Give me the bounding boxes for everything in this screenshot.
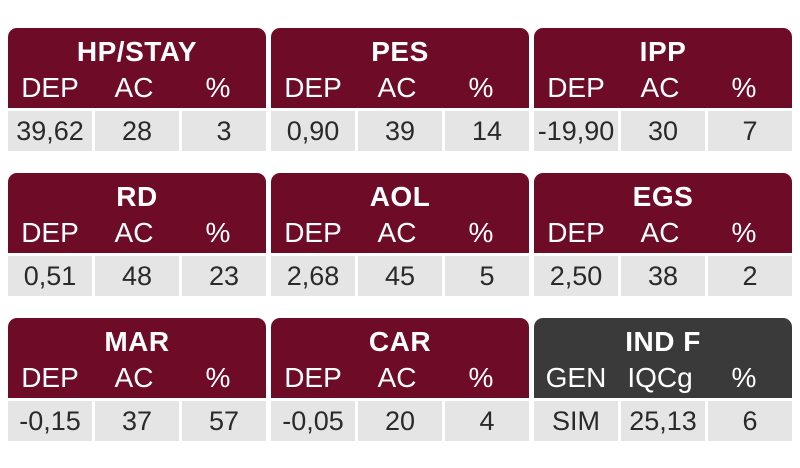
value-cell: 14 — [445, 111, 529, 151]
column-headers: DEP AC % — [8, 362, 266, 394]
value-cell: 57 — [182, 401, 266, 441]
value-cell: 5 — [445, 256, 529, 296]
value-cell: 7 — [708, 111, 792, 151]
col-header: AC — [114, 72, 154, 103]
col-header: AC — [640, 217, 680, 248]
col-header: IQCg — [627, 362, 693, 393]
card-ind-f: IND F GEN IQCg % SIM 25,13 6 — [534, 318, 792, 441]
value-cell: 39,62 — [8, 111, 92, 151]
value-cell: 0,51 — [8, 256, 92, 296]
col-header: % — [468, 362, 494, 393]
col-header: AC — [377, 217, 417, 248]
card-title: EGS — [632, 181, 694, 212]
card-aol: AOL DEP AC % 2,68 45 5 — [271, 173, 529, 296]
col-header: DEP — [21, 72, 79, 103]
value-row: 2,68 45 5 — [271, 256, 529, 296]
col-header: AC — [377, 362, 417, 393]
card-title: MAR — [104, 326, 170, 357]
value-row: 0,90 39 14 — [271, 111, 529, 151]
col-header: % — [468, 217, 494, 248]
value-cell: 48 — [95, 256, 179, 296]
value-cell: -19,90 — [534, 111, 618, 151]
col-header: % — [205, 217, 231, 248]
col-header: AC — [377, 72, 417, 103]
card-header: AOL DEP AC % — [271, 173, 529, 253]
column-headers: DEP AC % — [271, 72, 529, 104]
value-cell: 45 — [358, 256, 442, 296]
value-cell: 2,68 — [271, 256, 355, 296]
column-headers: DEP AC % — [8, 217, 266, 249]
column-headers: DEP AC % — [271, 217, 529, 249]
card-header: CAR DEP AC % — [271, 318, 529, 398]
value-cell: 6 — [708, 401, 792, 441]
value-row: -0,15 37 57 — [8, 401, 266, 441]
card-header: MAR DEP AC % — [8, 318, 266, 398]
card-header: PES DEP AC % — [271, 28, 529, 108]
column-headers: DEP AC % — [271, 362, 529, 394]
value-cell: 28 — [95, 111, 179, 151]
card-hp-stay: HP/STAY DEP AC % 39,62 28 3 — [8, 28, 266, 151]
value-cell: 2 — [708, 256, 792, 296]
card-header: EGS DEP AC % — [534, 173, 792, 253]
value-cell: 39 — [358, 111, 442, 151]
column-headers: DEP AC % — [534, 72, 792, 104]
column-headers: DEP AC % — [8, 72, 266, 104]
value-row: -0,05 20 4 — [271, 401, 529, 441]
col-header: % — [468, 72, 494, 103]
column-headers: GEN IQCg % — [534, 362, 792, 394]
card-header: RD DEP AC % — [8, 173, 266, 253]
value-row: -19,90 30 7 — [534, 111, 792, 151]
col-header: DEP — [547, 72, 605, 103]
card-title: PES — [371, 36, 429, 67]
value-row: SIM 25,13 6 — [534, 401, 792, 441]
card-title: AOL — [369, 181, 431, 212]
col-header: % — [731, 217, 757, 248]
col-header: AC — [114, 217, 154, 248]
value-row: 2,50 38 2 — [534, 256, 792, 296]
value-cell: 20 — [358, 401, 442, 441]
card-title: HP/STAY — [76, 36, 198, 67]
value-cell: 25,13 — [621, 401, 705, 441]
value-cell: -0,05 — [271, 401, 355, 441]
card-title: RD — [116, 181, 158, 212]
col-header: % — [731, 72, 757, 103]
col-header: DEP — [284, 72, 342, 103]
value-cell: -0,15 — [8, 401, 92, 441]
card-ipp: IPP DEP AC % -19,90 30 7 — [534, 28, 792, 151]
card-rd: RD DEP AC % 0,51 48 23 — [8, 173, 266, 296]
card-header: IND F GEN IQCg % — [534, 318, 792, 398]
value-cell: 37 — [95, 401, 179, 441]
col-header: % — [205, 362, 231, 393]
value-cell: SIM — [534, 401, 618, 441]
card-egs: EGS DEP AC % 2,50 38 2 — [534, 173, 792, 296]
value-cell: 4 — [445, 401, 529, 441]
col-header: % — [205, 72, 231, 103]
col-header: AC — [640, 72, 680, 103]
value-cell: 3 — [182, 111, 266, 151]
card-title: CAR — [368, 326, 432, 357]
value-row: 39,62 28 3 — [8, 111, 266, 151]
card-title: IND F — [625, 326, 701, 357]
value-row: 0,51 48 23 — [8, 256, 266, 296]
col-header: AC — [114, 362, 154, 393]
col-header: % — [731, 362, 757, 393]
card-pes: PES DEP AC % 0,90 39 14 — [271, 28, 529, 151]
col-header: DEP — [284, 217, 342, 248]
value-cell: 30 — [621, 111, 705, 151]
value-cell: 23 — [182, 256, 266, 296]
column-headers: DEP AC % — [534, 217, 792, 249]
card-title: IPP — [639, 36, 687, 67]
col-header: DEP — [21, 362, 79, 393]
value-cell: 2,50 — [534, 256, 618, 296]
value-cell: 0,90 — [271, 111, 355, 151]
card-header: IPP DEP AC % — [534, 28, 792, 108]
col-header: GEN — [545, 362, 607, 393]
card-header: HP/STAY DEP AC % — [8, 28, 266, 108]
col-header: DEP — [547, 217, 605, 248]
card-mar: MAR DEP AC % -0,15 37 57 — [8, 318, 266, 441]
col-header: DEP — [284, 362, 342, 393]
col-header: DEP — [21, 217, 79, 248]
card-car: CAR DEP AC % -0,05 20 4 — [271, 318, 529, 441]
value-cell: 38 — [621, 256, 705, 296]
